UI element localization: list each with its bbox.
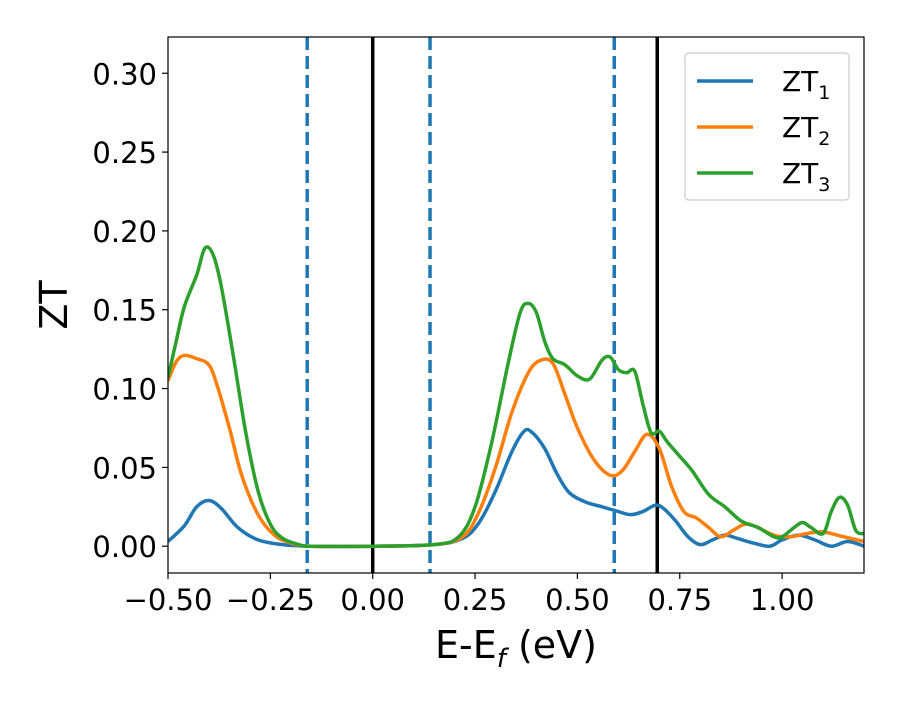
x-tick-label: 0.25 <box>443 583 508 617</box>
axes: −0.50 −0.25 0.00 0.25 0.50 0.75 1.00 0.00 0.05 0.… <box>32 36 865 674</box>
y-tick-label: 0.20 <box>92 215 157 249</box>
x-tick-label: −0.50 <box>124 583 213 617</box>
legend: ZT1 ZT2 ZT3 <box>684 52 850 201</box>
y-tick-label: 0.05 <box>92 451 157 485</box>
x-tick-label: 0.50 <box>545 583 610 617</box>
x-tick-label: 1.00 <box>750 583 815 617</box>
legend-label-zt3: ZT3 <box>782 157 830 196</box>
legend-label-zt2: ZT2 <box>782 111 830 150</box>
y-tick-label: 0.00 <box>92 530 157 564</box>
axes-frame <box>167 36 865 574</box>
x-tick-label: 0.00 <box>340 583 405 617</box>
y-axis-label: ZT <box>32 280 76 330</box>
x-tick-label: −0.25 <box>226 583 315 617</box>
legend-label-zt1: ZT1 <box>782 65 830 104</box>
y-tick-label: 0.15 <box>92 294 157 328</box>
y-tick-label: 0.30 <box>92 57 157 91</box>
y-tick-label: 0.25 <box>92 136 157 170</box>
plot-contents <box>168 37 864 573</box>
plot-area <box>168 37 864 573</box>
series-line-zt3 <box>168 245 864 549</box>
x-axis-label: E-Ef (eV) <box>435 623 597 674</box>
legend-box <box>684 52 850 201</box>
x-tick-label: 0.75 <box>647 583 712 617</box>
series-line-zt1 <box>168 427 864 549</box>
y-tick-label: 0.10 <box>92 373 157 407</box>
